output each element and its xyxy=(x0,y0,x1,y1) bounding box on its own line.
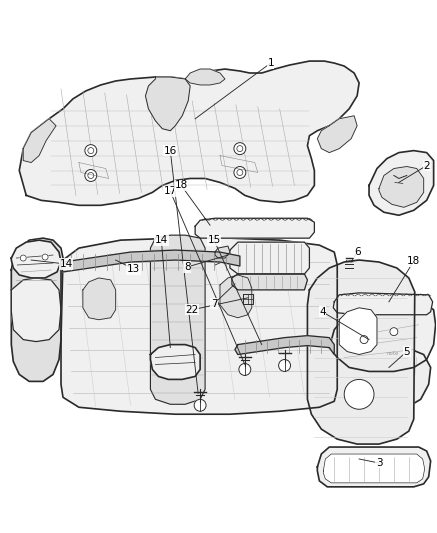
Polygon shape xyxy=(11,278,61,342)
Text: 5: 5 xyxy=(403,346,410,357)
Polygon shape xyxy=(61,250,240,272)
Polygon shape xyxy=(185,69,225,85)
Text: 7: 7 xyxy=(211,299,217,309)
Text: 18: 18 xyxy=(407,256,420,266)
Polygon shape xyxy=(369,151,434,215)
Polygon shape xyxy=(150,235,205,404)
Text: 3: 3 xyxy=(376,458,382,468)
Polygon shape xyxy=(379,166,424,207)
Circle shape xyxy=(234,166,246,179)
Polygon shape xyxy=(339,308,377,354)
Polygon shape xyxy=(220,275,252,318)
Circle shape xyxy=(234,143,246,155)
Text: 22: 22 xyxy=(186,305,199,315)
Text: 1: 1 xyxy=(267,58,274,68)
Text: 14: 14 xyxy=(155,235,168,245)
Text: 2: 2 xyxy=(423,160,430,171)
Polygon shape xyxy=(215,246,230,258)
Polygon shape xyxy=(11,240,61,278)
Text: 13: 13 xyxy=(127,264,140,274)
Polygon shape xyxy=(309,345,430,414)
Polygon shape xyxy=(317,116,357,152)
Text: 4: 4 xyxy=(319,307,326,317)
Text: 16: 16 xyxy=(164,146,177,156)
Text: 17: 17 xyxy=(164,187,177,196)
Polygon shape xyxy=(11,238,63,382)
Text: 8: 8 xyxy=(184,262,191,272)
Text: 6: 6 xyxy=(354,247,361,257)
Circle shape xyxy=(85,144,97,157)
Polygon shape xyxy=(23,119,56,163)
Polygon shape xyxy=(333,293,433,315)
Circle shape xyxy=(390,328,398,336)
Circle shape xyxy=(239,364,251,375)
Polygon shape xyxy=(323,454,425,483)
Text: 14: 14 xyxy=(59,259,73,269)
Circle shape xyxy=(344,379,374,409)
Polygon shape xyxy=(195,218,314,238)
Text: note: note xyxy=(387,351,399,356)
Polygon shape xyxy=(230,242,309,274)
Circle shape xyxy=(360,336,368,344)
Text: 15: 15 xyxy=(208,235,221,245)
Polygon shape xyxy=(308,260,415,444)
Polygon shape xyxy=(317,447,430,487)
Polygon shape xyxy=(83,278,116,320)
Polygon shape xyxy=(329,303,436,372)
Polygon shape xyxy=(146,77,190,131)
Circle shape xyxy=(42,254,48,260)
Polygon shape xyxy=(150,345,200,379)
Polygon shape xyxy=(19,61,359,205)
Circle shape xyxy=(85,169,97,181)
Polygon shape xyxy=(61,238,337,414)
Polygon shape xyxy=(232,274,308,290)
Circle shape xyxy=(194,399,206,411)
Polygon shape xyxy=(235,336,334,354)
Circle shape xyxy=(279,360,291,372)
Circle shape xyxy=(20,255,26,261)
Text: 18: 18 xyxy=(175,181,188,190)
